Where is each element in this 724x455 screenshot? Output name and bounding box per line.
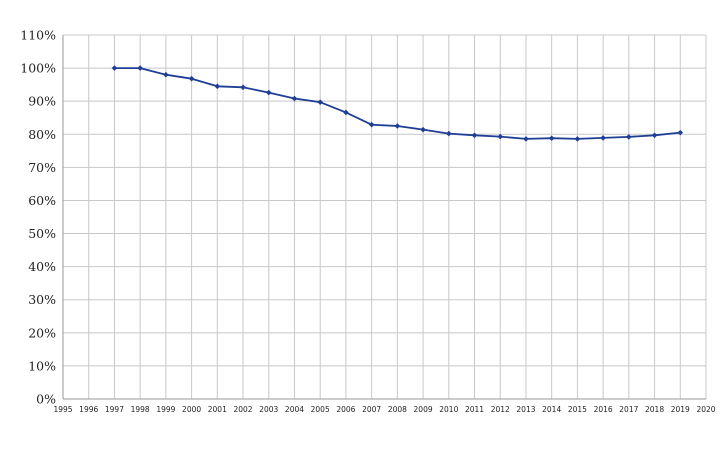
data-point [446, 130, 452, 137]
data-point [368, 121, 375, 128]
x-tick-label: 2007 [362, 405, 381, 414]
data-point [240, 84, 246, 91]
x-tick-label: 2020 [696, 405, 715, 414]
x-tick-label: 1995 [53, 405, 72, 414]
data-point [265, 89, 272, 96]
y-tick-label: 50% [28, 226, 56, 241]
x-tick-label: 2002 [233, 405, 252, 414]
y-tick-label: 0% [36, 392, 56, 407]
x-tick-label: 2008 [388, 405, 407, 414]
data-point [163, 71, 169, 78]
x-tick-label: 2006 [336, 405, 355, 414]
x-tick-label: 1996 [79, 405, 98, 414]
x-tick-label: 2000 [182, 405, 201, 414]
x-tick-label: 2004 [285, 405, 304, 414]
series-group [111, 65, 684, 142]
data-point [574, 136, 581, 142]
y-tick-label: 30% [28, 292, 56, 307]
axes [62, 35, 706, 400]
data-point [214, 83, 221, 90]
x-tick-label: 1999 [156, 405, 175, 414]
data-point [188, 75, 195, 82]
x-tick-label: 2005 [311, 405, 330, 414]
x-tick-label: 2016 [594, 405, 613, 414]
x-tick-label: 2009 [414, 405, 433, 414]
x-tick-label: 1997 [105, 405, 124, 414]
data-point [291, 95, 298, 102]
x-tick-label: 2003 [259, 405, 278, 414]
y-tick-label: 60% [28, 193, 56, 208]
data-point [497, 133, 504, 140]
data-point [394, 123, 401, 129]
y-tick-label: 100% [20, 61, 56, 76]
y-tick-label: 40% [28, 259, 56, 274]
x-tick-label: 2017 [619, 405, 638, 414]
x-tick-label: 2001 [208, 405, 227, 414]
x-tick-label: 2012 [491, 405, 510, 414]
y-tick-label: 110% [20, 28, 56, 43]
data-point [651, 132, 658, 139]
data-point [317, 99, 323, 105]
data-point [548, 135, 555, 142]
y-axis-ticks: 0% 10% 20% 30% 40% 50% 60% 70% 80% 90% 100% 110% [20, 28, 56, 407]
y-tick-label: 90% [28, 94, 56, 109]
y-tick-label: 10% [28, 358, 56, 373]
data-point [626, 134, 632, 140]
data-point [111, 65, 118, 71]
x-tick-label: 2019 [671, 405, 690, 414]
y-tick-label: 80% [28, 127, 56, 142]
y-tick-label: 20% [28, 325, 56, 340]
x-tick-label: 2013 [516, 405, 535, 414]
data-point [677, 129, 684, 136]
data-point [137, 65, 143, 71]
x-tick-label: 2018 [645, 405, 664, 414]
data-point [600, 135, 606, 141]
x-axis-ticks: 1995 1996 1997 1998 1999 2000 2001 2002 2003 2004… [53, 405, 715, 414]
x-tick-label: 2014 [542, 405, 561, 414]
data-point [471, 132, 478, 139]
x-tick-label: 2011 [465, 405, 484, 414]
grid-lines [63, 34, 707, 399]
y-tick-label: 70% [28, 160, 56, 175]
x-tick-label: 2015 [568, 405, 587, 414]
data-point [420, 126, 426, 133]
x-tick-label: 2010 [439, 405, 458, 414]
x-tick-label: 1998 [131, 405, 150, 414]
data-point [343, 109, 349, 116]
data-point [523, 136, 529, 142]
